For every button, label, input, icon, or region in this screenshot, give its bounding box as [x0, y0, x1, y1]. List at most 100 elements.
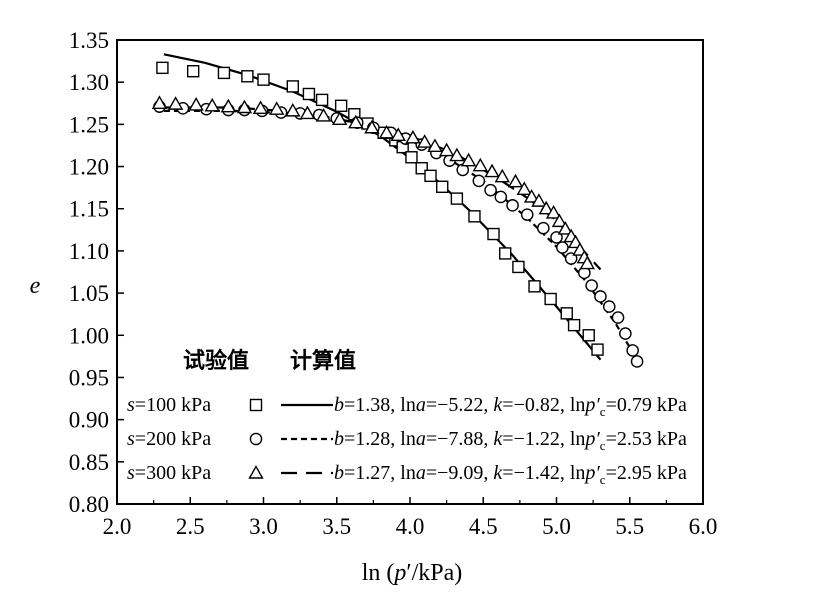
triangle-point [472, 157, 489, 172]
triangle-point [494, 168, 510, 183]
triangle-point [427, 138, 443, 152]
triangle-point [220, 98, 237, 113]
legend-circle-marker [249, 432, 263, 446]
triangle-point [348, 114, 364, 129]
triangle-point [151, 95, 168, 109]
square-point [512, 260, 525, 274]
x-axis-ticks: 2.0 2.5 3.0 3.5 4.0 4.5 5.0 5.5 6.0 [103, 497, 718, 539]
legend-header-calculated: 计算值 [290, 348, 356, 374]
triangle-point [545, 205, 562, 219]
y-tick-label: 1.15 [69, 197, 109, 222]
circle-point [472, 174, 486, 188]
legend-label: s=300 kPa [127, 462, 211, 484]
triangle-point [167, 96, 184, 110]
y-tick-label: 0.95 [69, 365, 109, 390]
triangle-point [315, 108, 332, 122]
y-axis-title: e [30, 273, 41, 299]
circle-point [585, 279, 598, 292]
legend-triangle-marker [248, 465, 264, 479]
square-point [334, 99, 348, 113]
triangle-point [331, 111, 348, 126]
circle-point [520, 208, 534, 221]
square-point [544, 292, 557, 306]
triangle-point [523, 188, 540, 203]
x-tick-label: 5.5 [615, 514, 644, 539]
triangle-point [378, 124, 395, 139]
triangle-point [551, 213, 568, 228]
square-point [241, 70, 254, 83]
x-tick-label: 4.0 [396, 514, 425, 539]
triangle-point [460, 152, 477, 167]
legend-header-measured: 试验值 [183, 348, 249, 374]
triangle-point [236, 99, 253, 114]
triangle-point [557, 221, 573, 235]
legend-parameters: b=1.38, lna=−5.22, k=−0.82, lnp′c=0.79 k… [334, 394, 687, 419]
square-point [450, 192, 464, 205]
circle-point [494, 190, 508, 204]
square-point [567, 318, 581, 332]
circle-point [630, 355, 644, 368]
y-tick-label: 1.00 [69, 323, 109, 348]
square-point [560, 307, 573, 320]
square-point [468, 210, 481, 223]
x-tick-label: 6.0 [689, 514, 718, 539]
circle-point [506, 199, 519, 212]
square-point [302, 87, 316, 101]
y-tick-label: 1.25 [69, 112, 109, 137]
triangle-point [252, 100, 269, 115]
y-tick-label: 0.90 [69, 408, 109, 433]
triangle-point [299, 105, 316, 120]
y-tick-label: 1.05 [69, 281, 109, 306]
triangle-point [405, 129, 421, 144]
triangle-point [531, 193, 547, 207]
circle-point [556, 241, 569, 254]
triangle-point [484, 163, 500, 178]
square-point [415, 162, 428, 175]
square-point [499, 247, 512, 260]
x-tick-label: 3.5 [322, 514, 351, 539]
square-point [405, 151, 418, 164]
triangle-point [268, 101, 285, 115]
y-tick-label: 0.80 [69, 492, 109, 517]
legend-label: s=100 kPa [127, 394, 211, 416]
square-point [591, 343, 604, 356]
triangle-point [364, 119, 380, 134]
y-tick-label: 1.10 [69, 239, 109, 264]
circle-point [619, 327, 632, 340]
circle-point [602, 300, 616, 313]
legend-label: s=200 kPa [127, 428, 211, 450]
triangle-point [516, 181, 532, 196]
square-point [436, 180, 449, 193]
x-axis-title: ln (p′/kPa) [362, 560, 463, 586]
circle-point [611, 311, 625, 324]
triangle-point [390, 127, 406, 142]
square-point [528, 280, 541, 293]
square-point [286, 80, 299, 93]
legend-parameters: b=1.28, lna=−7.88, k=−1.22, lnp′c=2.53 k… [334, 428, 687, 453]
x-tick-label: 4.5 [469, 514, 498, 539]
triangle-point [188, 97, 204, 111]
circle-point [537, 221, 550, 235]
calculated-line-square [163, 53, 602, 361]
square-point [315, 93, 329, 107]
triangle-point [204, 97, 220, 112]
triangle-point [538, 200, 554, 215]
y-tick-label: 1.35 [69, 28, 109, 53]
square-point [217, 66, 231, 80]
triangle-point [438, 142, 455, 157]
x-tick-label: 2.5 [176, 514, 205, 539]
y-tick-label: 1.20 [69, 155, 109, 180]
circle-point [594, 290, 607, 303]
x-tick-label: 2.0 [103, 514, 132, 539]
triangle-point [507, 173, 524, 188]
triangle-point [416, 134, 433, 148]
y-axis-ticks: 0.80 0.85 0.90 0.95 1.00 1.05 1.10 1.15 1.20 1.25… [69, 28, 124, 517]
x-tick-label: 3.0 [249, 514, 278, 539]
square-point [156, 61, 169, 75]
circle-point [626, 344, 639, 357]
circle-point [484, 183, 497, 197]
square-point [186, 65, 200, 78]
triangle-point [449, 147, 465, 162]
square-point [424, 169, 437, 183]
